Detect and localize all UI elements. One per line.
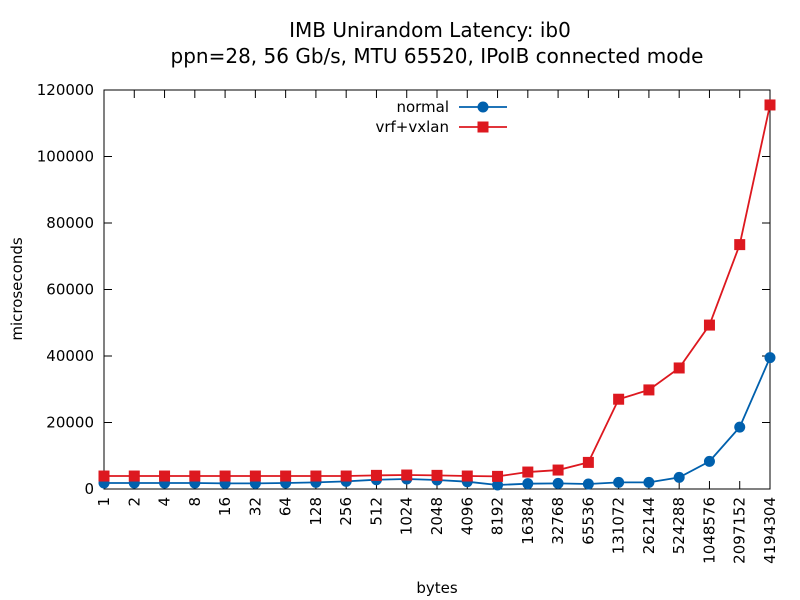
data-point	[613, 393, 625, 405]
legend-label: normal	[396, 98, 449, 116]
data-point	[219, 470, 231, 482]
y-tick-label: 100000	[37, 148, 94, 166]
x-tick-label: 1	[95, 497, 113, 507]
x-tick-label: 512	[367, 497, 385, 526]
series-vrf-vxlan	[98, 99, 776, 482]
y-tick-label: 40000	[46, 347, 94, 365]
x-axis-label: bytes	[416, 579, 458, 597]
data-point	[370, 469, 382, 481]
data-point	[522, 478, 534, 490]
x-tick-label: 1024	[398, 497, 416, 535]
y-tick-label: 20000	[46, 414, 94, 432]
data-point	[431, 469, 443, 481]
x-tick-label: 2097152	[731, 497, 749, 564]
series-line	[104, 104, 771, 478]
x-tick-label: 4194304	[761, 497, 779, 564]
x-tick-label: 2	[125, 497, 143, 507]
chart-title: IMB Unirandom Latency: ib0	[289, 18, 571, 42]
x-tick-label: 16	[216, 497, 234, 516]
y-axis-label: microseconds	[8, 237, 26, 341]
data-point	[734, 421, 746, 433]
data-point	[249, 470, 261, 482]
legend-marker	[477, 121, 489, 133]
data-point	[734, 239, 746, 251]
data-point	[643, 476, 655, 488]
y-tick-label: 80000	[46, 214, 94, 232]
y-tick-label: 0	[84, 480, 94, 498]
x-tick-label: 1048576	[700, 497, 718, 564]
data-point	[492, 479, 504, 491]
data-point	[613, 476, 625, 488]
x-tick-label: 4096	[458, 497, 476, 535]
plot-frame	[103, 89, 771, 490]
data-point	[189, 470, 201, 482]
x-tick-label: 8	[186, 497, 204, 507]
x-axis-ticks: 1 2 4 8 16 32 64 128 256 512 1024 2048 4096 8192 16384…	[95, 90, 779, 564]
x-tick-label: 262144	[640, 497, 658, 554]
plot-axes	[103, 89, 771, 490]
data-point	[673, 362, 685, 374]
x-tick-label: 524288	[670, 497, 688, 554]
data-point	[582, 456, 594, 468]
x-tick-label: 131072	[610, 497, 628, 554]
data-point	[340, 470, 352, 482]
data-point	[703, 319, 715, 331]
x-tick-label: 8192	[489, 497, 507, 535]
x-tick-label: 16384	[519, 497, 537, 545]
x-tick-label: 128	[307, 497, 325, 526]
data-point	[492, 470, 504, 482]
data-point	[552, 477, 564, 489]
data-point	[764, 352, 776, 364]
series-line	[104, 357, 771, 486]
x-tick-label: 32768	[549, 497, 567, 545]
data-point	[522, 466, 534, 478]
chart-subtitle: ppn=28, 56 Gb/s, MTU 65520, IPoIB connec…	[171, 44, 704, 68]
data-point	[280, 470, 292, 482]
data-point	[703, 455, 715, 467]
data-point	[310, 470, 322, 482]
data-point	[582, 478, 594, 490]
data-point	[643, 384, 655, 396]
data-point	[461, 470, 473, 482]
x-tick-label: 64	[277, 497, 295, 516]
legend: normal vrf+vxlan	[375, 98, 507, 136]
x-tick-label: 65536	[579, 497, 597, 545]
data-point	[401, 469, 413, 481]
x-tick-label: 256	[337, 497, 355, 526]
data-point	[159, 470, 171, 482]
x-tick-label: 32	[246, 497, 264, 516]
y-tick-label: 120000	[37, 81, 94, 99]
x-tick-label: 2048	[428, 497, 446, 535]
data-series	[98, 99, 776, 491]
data-point	[98, 470, 110, 482]
data-point	[128, 470, 140, 482]
y-axis-ticks: 0 20000 40000 60000 80000 100000 120000	[37, 81, 770, 498]
data-point	[673, 471, 685, 483]
y-tick-label: 60000	[46, 281, 94, 299]
data-point	[764, 99, 776, 111]
data-point	[552, 464, 564, 476]
legend-label: vrf+vxlan	[375, 118, 449, 136]
legend-marker	[477, 101, 489, 113]
x-tick-label: 4	[156, 497, 174, 507]
